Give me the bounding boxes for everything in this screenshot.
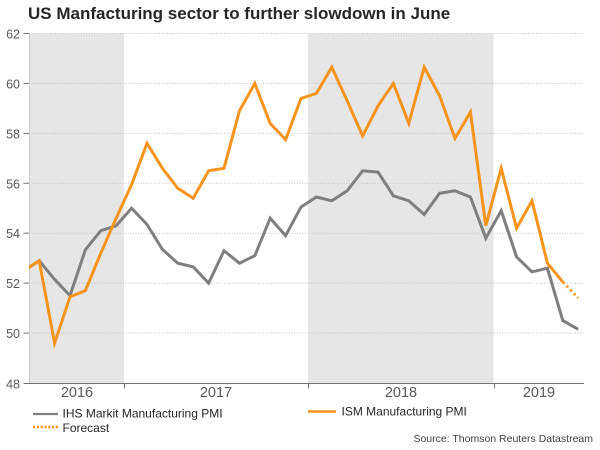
svg-text:62: 62 — [6, 28, 20, 42]
svg-text:2019: 2019 — [523, 385, 555, 401]
svg-text:2018: 2018 — [385, 385, 417, 401]
svg-text:2017: 2017 — [200, 385, 232, 401]
svg-text:48: 48 — [6, 378, 20, 392]
svg-text:52: 52 — [6, 277, 20, 291]
svg-text:60: 60 — [6, 77, 20, 91]
svg-text:Forecast: Forecast — [63, 421, 110, 435]
svg-text:2016: 2016 — [61, 385, 93, 401]
svg-text:54: 54 — [6, 227, 20, 241]
svg-text:50: 50 — [6, 327, 20, 341]
svg-text:IHS Markit Manufacturing PMI: IHS Markit Manufacturing PMI — [63, 407, 223, 421]
svg-text:56: 56 — [6, 177, 20, 191]
svg-text:58: 58 — [6, 127, 20, 141]
svg-text:ISM Manufacturing PMI: ISM Manufacturing PMI — [342, 405, 467, 419]
